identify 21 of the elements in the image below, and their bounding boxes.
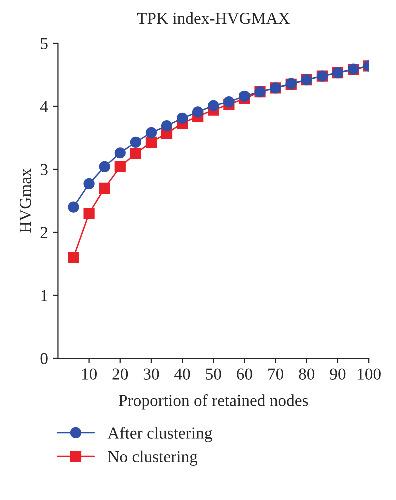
y-tick-label: 0	[40, 353, 48, 364]
x-axis-title: Proportion of retained nodes	[119, 394, 308, 410]
y-tick-label: 2	[40, 227, 48, 238]
x-tick-label: 100	[358, 368, 381, 380]
x-tick-label: 20	[112, 368, 128, 380]
x-tick-label: 10	[82, 368, 97, 380]
x-tick-label: 90	[330, 368, 346, 380]
y-tick-label: 1	[42, 290, 48, 302]
chart-title: TPK index-HVGMAX	[137, 12, 290, 24]
y-tick-label: 4	[40, 101, 48, 112]
x-tick-label: 50	[206, 368, 222, 380]
y-tick-label: 5	[41, 38, 48, 50]
x-tick-label: 30	[144, 368, 160, 380]
legend-label: No clustering	[108, 450, 198, 466]
x-tick-label: 80	[299, 368, 315, 380]
x-tick-label: 40	[174, 368, 190, 380]
x-tick-label: 60	[237, 368, 252, 380]
x-tick-label: 70	[268, 368, 284, 380]
y-axis-title: HVGmax	[20, 168, 32, 233]
legend-label: After clustering	[108, 427, 212, 442]
y-tick-label: 3	[40, 164, 48, 176]
